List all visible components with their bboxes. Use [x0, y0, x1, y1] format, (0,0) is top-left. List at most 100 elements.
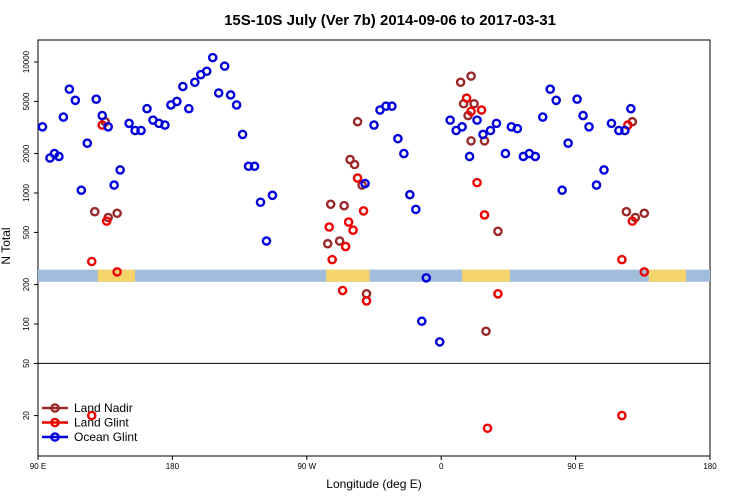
- land-nadir-point: [466, 136, 476, 146]
- ocean-glint-point: [387, 101, 397, 111]
- ocean-glint-point: [103, 122, 113, 132]
- land-nadir-point: [481, 326, 491, 337]
- land-glint-point: [340, 241, 351, 252]
- ocean-glint-point: [64, 84, 75, 94]
- ocean-glint-point: [457, 122, 467, 132]
- land-glint-point: [337, 285, 348, 296]
- land-nadir-point: [322, 238, 333, 249]
- ocean-glint-point: [207, 52, 218, 63]
- land-nadir-point: [455, 77, 466, 88]
- ocean-glint-point: [225, 90, 236, 100]
- ocean-glint-point: [82, 138, 93, 148]
- ocean-glint-point: [614, 125, 624, 136]
- ocean-glint-point: [76, 185, 87, 196]
- ocean-glint-point: [109, 180, 119, 190]
- ocean-glint-point: [136, 125, 146, 136]
- ocean-glint-point: [267, 190, 278, 201]
- y-tick-label: 500: [22, 225, 31, 239]
- y-axis-title: N Total: [0, 227, 13, 264]
- x-tick-label: 180: [166, 462, 180, 471]
- land-nadir-point: [339, 200, 349, 211]
- ocean-glint-point: [142, 103, 152, 114]
- ocean-glint-point: [115, 165, 125, 175]
- ocean-glint-point: [369, 120, 379, 130]
- ocean-glint-point: [445, 115, 455, 125]
- ocean-glint-point: [599, 165, 609, 175]
- land-glint-point: [343, 217, 354, 227]
- plot-area: 20 50 100 200 500 1000 2000 5000 10000 90 E 180 90 …: [22, 39, 717, 471]
- ocean-glint-point: [421, 273, 432, 283]
- land-glint-point: [352, 173, 363, 183]
- legend-marker-land-glint: [50, 417, 60, 428]
- ocean-band: [38, 269, 710, 282]
- legend-label-land-nadir: Land Nadir: [74, 401, 133, 415]
- ocean-glint-point: [160, 120, 170, 130]
- land-nadir-point: [493, 226, 503, 237]
- land-glint-point: [472, 177, 482, 188]
- x-tick-label: 90 W: [297, 462, 316, 471]
- land-glint-point: [361, 296, 372, 306]
- land-glint-point: [479, 210, 490, 220]
- ocean-glint-point: [530, 151, 541, 162]
- chart-title: 15S-10S July (Ver 7b) 2014-09-06 to 2017…: [224, 12, 556, 29]
- ocean-glint-point: [399, 148, 409, 159]
- ocean-glint-point: [172, 96, 182, 107]
- land-segment-1: [326, 269, 370, 282]
- land-glint-point: [112, 267, 122, 277]
- land-glint-point: [358, 206, 369, 216]
- ocean-glint-point: [485, 125, 496, 136]
- y-tick-label: 200: [22, 277, 31, 291]
- ocean-glint-point: [91, 94, 102, 105]
- land-glint-point: [617, 410, 627, 421]
- ocean-glint-point: [360, 178, 370, 189]
- ocean-glint-point: [249, 161, 260, 172]
- plot-frame: [37, 39, 711, 457]
- ocean-glint-point: [261, 236, 272, 246]
- ocean-glint-point: [184, 103, 194, 114]
- ocean-glint-point: [551, 95, 561, 106]
- legend-label-ocean-glint: Ocean Glint: [74, 430, 138, 444]
- ocean-glint-point: [70, 95, 81, 106]
- ocean-glint-point: [572, 94, 582, 105]
- y-tick-label: 10000: [22, 50, 31, 73]
- ocean-glint-point: [563, 138, 573, 148]
- ocean-glint-point: [37, 122, 48, 132]
- land-nadir-point: [89, 206, 100, 217]
- land-glint-point: [101, 216, 112, 226]
- ocean-glint-point: [189, 77, 200, 88]
- land-segment-3: [648, 269, 687, 282]
- land-nadir-point: [469, 98, 479, 109]
- legend-marker-ocean-glint: [50, 432, 60, 442]
- land-glint-point: [466, 106, 476, 117]
- land-glint-point: [86, 256, 97, 267]
- ocean-glint-point: [381, 101, 391, 111]
- land-glint-point: [627, 216, 638, 226]
- ocean-glint-point: [405, 189, 415, 200]
- ocean-glint-point: [237, 129, 248, 140]
- x-tick-label: 90 E: [567, 462, 583, 471]
- ocean-glint-point: [416, 316, 427, 327]
- ocean-glint-point: [201, 66, 212, 77]
- ocean-glint-point: [178, 81, 188, 92]
- y-tick-label: 2000: [22, 144, 31, 162]
- ocean-glint-point: [472, 115, 482, 125]
- land-nadir-point: [352, 116, 363, 127]
- ocean-glint-point: [411, 204, 421, 215]
- land-glint-point: [617, 254, 627, 265]
- ocean-glint-point: [58, 112, 69, 122]
- ocean-glint-point: [500, 148, 511, 159]
- ocean-glint-point: [537, 112, 548, 122]
- land-segment-2: [462, 269, 510, 282]
- land-glint-point: [639, 267, 650, 277]
- ocean-glint-point: [434, 337, 445, 347]
- ocean-glint-point: [512, 123, 523, 134]
- ocean-glint-point: [626, 103, 636, 114]
- ocean-glint-point: [393, 133, 403, 144]
- ocean-glint-point: [491, 118, 502, 129]
- ocean-glint-point: [231, 100, 242, 110]
- ocean-glint-point: [545, 84, 556, 94]
- land-glint-point: [327, 254, 337, 265]
- land-nadir-point: [639, 208, 650, 219]
- land-glint-point: [493, 289, 503, 299]
